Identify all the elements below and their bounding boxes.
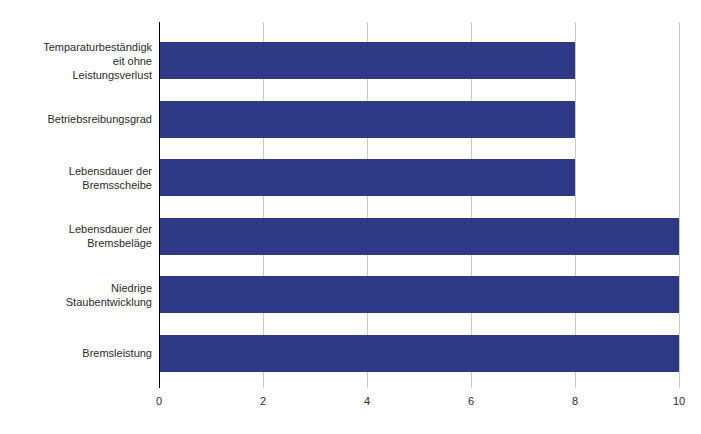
bar-6 (160, 335, 679, 372)
bar-5 (160, 276, 679, 313)
x-tick-label-6: 6 (451, 395, 491, 407)
x-gridline-10 (679, 22, 680, 388)
category-label-5: Niedrige Staubentwicklung (0, 281, 152, 309)
bar-1 (160, 42, 575, 79)
horizontal-bar-chart: 0 2 4 6 8 10 Temparaturbeständigk eit ohne Lei… (0, 0, 701, 434)
x-tick-label-2: 2 (243, 395, 283, 407)
category-label-2: Betriebsreibungsgrad (0, 112, 152, 126)
x-tick-label-4: 4 (347, 395, 387, 407)
x-tick-label-0: 0 (139, 395, 179, 407)
bar-4 (160, 218, 679, 255)
bar-2 (160, 101, 575, 138)
category-label-3: Lebensdauer der Bremsscheibe (0, 164, 152, 192)
x-tick-label-8: 8 (555, 395, 595, 407)
category-label-4: Lebensdauer der Bremsbeläge (0, 222, 152, 250)
x-tick-label-10: 10 (659, 395, 699, 407)
category-label-1: Temparaturbeständigk eit ohne Leistungsv… (0, 40, 152, 82)
category-label-6: Bremsleistung (0, 346, 152, 360)
x-gridline-8 (575, 22, 576, 388)
bar-3 (160, 159, 575, 196)
